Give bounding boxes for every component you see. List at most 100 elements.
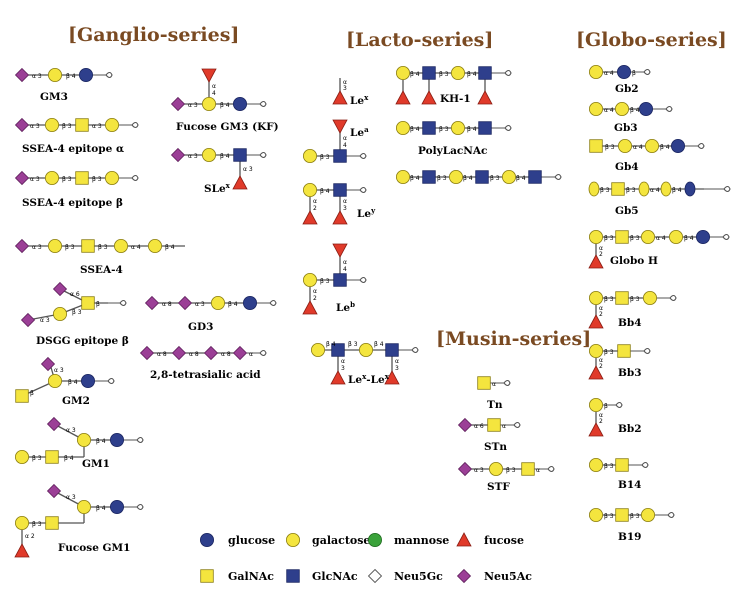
label-stf: STF bbox=[487, 481, 510, 493]
svg-text:α: α bbox=[341, 358, 345, 365]
svg-text:β 4: β 4 bbox=[228, 301, 238, 308]
svg-text:α 6: α 6 bbox=[70, 291, 80, 298]
svg-text:Neu5Gc: Neu5Gc bbox=[394, 570, 443, 583]
svg-text:β 4: β 4 bbox=[64, 455, 74, 462]
glycan-b14: β 3 B14 bbox=[589, 457, 649, 491]
svg-text:α: α bbox=[599, 245, 603, 252]
svg-text:β 3: β 3 bbox=[348, 341, 358, 348]
fucose-triangle-icon bbox=[456, 532, 472, 547]
legend: glucose galactose mannose fucose GalNAc … bbox=[199, 532, 532, 583]
svg-text:β 4: β 4 bbox=[320, 188, 330, 195]
svg-text:α 3: α 3 bbox=[30, 176, 40, 183]
svg-text:glucose: glucose bbox=[228, 534, 275, 547]
lacto-series-header: [Lacto-series] bbox=[346, 29, 493, 51]
svg-text:α 3: α 3 bbox=[32, 244, 42, 251]
svg-text:3: 3 bbox=[343, 205, 347, 212]
neu5gc-diamond-icon bbox=[368, 569, 382, 583]
svg-text:β: β bbox=[604, 403, 608, 410]
svg-text:β 4: β 4 bbox=[467, 71, 477, 78]
legend-item-mannose: mannose bbox=[367, 533, 449, 547]
svg-text:β 3: β 3 bbox=[437, 175, 447, 182]
svg-text:β 4: β 4 bbox=[68, 379, 78, 386]
svg-text:β: β bbox=[632, 70, 636, 77]
label-dsgg-epitope-beta: DSGG epitope β bbox=[36, 335, 129, 347]
svg-text:α 3: α 3 bbox=[66, 494, 76, 501]
glycan-fucose-gm1: α 3 β 3 β 4 α 2 Fucose GM1 bbox=[14, 484, 144, 558]
label-slex: SLex bbox=[204, 181, 231, 195]
glycan-gb4: β 3 α 4 β 4 Gb4 bbox=[589, 138, 705, 173]
svg-text:β 4: β 4 bbox=[410, 71, 420, 78]
svg-text:β 3: β 3 bbox=[630, 235, 640, 242]
musin-series-header: [Musin-series] bbox=[436, 328, 591, 350]
svg-text:α 8: α 8 bbox=[221, 351, 231, 358]
svg-text:β 3: β 3 bbox=[32, 455, 42, 462]
svg-text:2: 2 bbox=[313, 205, 317, 212]
svg-text:α 6: α 6 bbox=[474, 423, 484, 430]
svg-text:α 3: α 3 bbox=[92, 123, 102, 130]
svg-text:2: 2 bbox=[599, 418, 603, 425]
legend-item-fucose: fucose bbox=[456, 532, 524, 547]
svg-text:2: 2 bbox=[599, 251, 603, 258]
svg-text:β 4: β 4 bbox=[660, 144, 670, 151]
svg-text:4: 4 bbox=[343, 266, 347, 273]
svg-text:β 4: β 4 bbox=[630, 107, 640, 114]
svg-text:fucose: fucose bbox=[484, 534, 524, 547]
svg-text:α 3: α 3 bbox=[195, 301, 205, 308]
legend-item-galactose: galactose bbox=[285, 533, 370, 547]
svg-text:β 4: β 4 bbox=[374, 341, 384, 348]
svg-text:β 4: β 4 bbox=[220, 153, 230, 160]
svg-text:α: α bbox=[313, 288, 317, 295]
label-lex-lex: Lex-Lex bbox=[348, 372, 390, 386]
svg-text:β 4: β 4 bbox=[326, 341, 336, 348]
svg-text:β 4: β 4 bbox=[66, 73, 76, 80]
legend-item-neu5ac: Neu5Ac bbox=[457, 569, 532, 583]
glycan-lea: α4 β 3 Lea bbox=[302, 119, 369, 164]
label-gm1: GM1 bbox=[82, 458, 110, 470]
glycan-gb3: α 4 β 4 Gb3 bbox=[589, 102, 673, 134]
glycan-polylacnac: β 4 β 3 β 4 PolyLacNAc bbox=[395, 121, 512, 157]
glycan-ssea4-epitope-beta: α 3 β 3 β 3 SSEA-4 epitope β bbox=[15, 170, 139, 209]
globo-series-header: [Globo-series] bbox=[576, 29, 727, 51]
svg-text:4: 4 bbox=[212, 90, 216, 97]
svg-text:2: 2 bbox=[313, 295, 317, 302]
glycan-bb2: β α2 Bb2 bbox=[588, 397, 642, 437]
glycan-b19: β 3 β 3 B19 bbox=[589, 507, 675, 543]
svg-text:α 3: α 3 bbox=[66, 427, 76, 434]
label-bb3: Bb3 bbox=[618, 367, 642, 379]
svg-text:α: α bbox=[212, 83, 216, 90]
label-gd3: GD3 bbox=[188, 321, 213, 333]
svg-text:α 4: α 4 bbox=[656, 235, 666, 242]
glycan-fucose-gm3-kf: α4 α 3 β 4 Fucose GM3 (KF) bbox=[171, 68, 279, 133]
svg-text:β 3: β 3 bbox=[604, 513, 614, 520]
label-gm3: GM3 bbox=[40, 91, 68, 103]
label-ssea4-epitope-alpha: SSEA-4 epitope α bbox=[22, 143, 124, 155]
svg-text:2: 2 bbox=[599, 363, 603, 370]
glycan-gm3: α 3 β 4 GM3 bbox=[15, 68, 113, 103]
label-leb: Leb bbox=[336, 300, 355, 314]
glycan-ssea4-epitope-alpha: α 3 β 3 α 3 SSEA-4 epitope α bbox=[15, 118, 139, 155]
label-fucose-gm1: Fucose GM1 bbox=[58, 542, 130, 554]
label-lex: Lex bbox=[350, 93, 369, 107]
svg-text:β 3: β 3 bbox=[605, 144, 615, 151]
svg-text:4: 4 bbox=[343, 142, 347, 149]
svg-text:3: 3 bbox=[395, 365, 399, 372]
galnac-square-icon bbox=[200, 569, 214, 583]
svg-text:α: α bbox=[343, 135, 347, 142]
svg-text:β 3: β 3 bbox=[439, 126, 449, 133]
svg-text:α: α bbox=[599, 305, 603, 312]
label-globo-h: Globo H bbox=[610, 255, 658, 267]
svg-text:α 2: α 2 bbox=[25, 533, 35, 540]
svg-text:α 3: α 3 bbox=[243, 166, 253, 173]
label-gb3: Gb3 bbox=[614, 122, 638, 134]
glcnac-square-icon bbox=[286, 569, 300, 583]
glycan-kh1: β 4 β 3 β 4 KH-1 bbox=[395, 66, 512, 105]
svg-text:α 8: α 8 bbox=[189, 351, 199, 358]
svg-text:α 3: α 3 bbox=[474, 467, 484, 474]
label-lea: Lea bbox=[350, 125, 369, 139]
glycan-gd3: α 8 α 3 β 4 GD3 bbox=[145, 295, 277, 333]
label-ley: Ley bbox=[357, 206, 376, 220]
glycan-polylacnac-extended: β 4 β 3 β 4 β 3 β 4 bbox=[395, 169, 562, 185]
svg-text:β 3: β 3 bbox=[600, 187, 610, 194]
glycan-bb3: β 3 α2 Bb3 bbox=[588, 343, 651, 380]
svg-text:α 3: α 3 bbox=[188, 153, 198, 160]
